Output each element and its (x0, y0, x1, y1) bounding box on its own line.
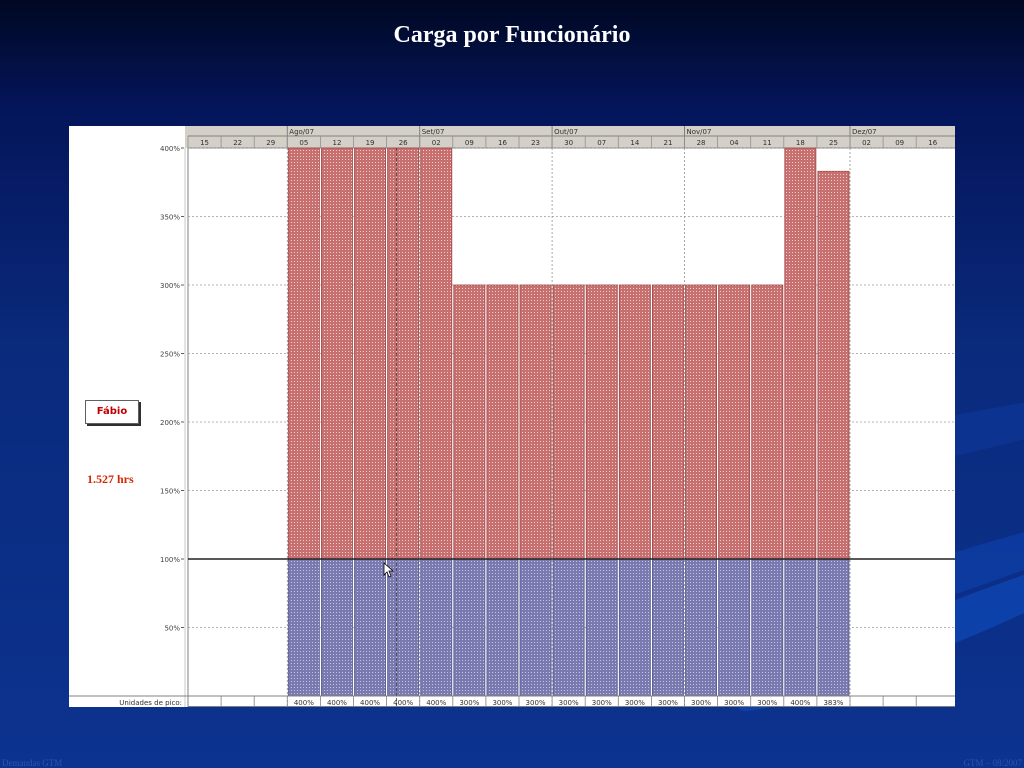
week-label: 16 (928, 139, 937, 147)
bar-over-allocation (453, 284, 486, 560)
resource-usage-chart: 50% 100% 150% 200% 250% 300% 350% 400% Ago/07 Set… (69, 126, 955, 707)
bar-over-allocation (320, 147, 353, 560)
bar-within-capacity (751, 558, 784, 697)
week-label: 21 (663, 139, 672, 147)
peak-value: 383% (823, 699, 843, 707)
peak-value: 400% (294, 699, 314, 707)
bar-over-allocation (685, 284, 718, 560)
y-tick-label: 350% (160, 214, 180, 222)
week-label: 19 (366, 139, 375, 147)
peak-value: 400% (327, 699, 347, 707)
bar-over-allocation (751, 284, 784, 560)
week-label: 09 (465, 139, 474, 147)
bar-over-allocation (486, 284, 519, 560)
bar-within-capacity (354, 558, 387, 697)
y-tick-label: 50% (164, 625, 180, 633)
resource-name-box: Fábio (85, 400, 139, 424)
week-label: 28 (697, 139, 706, 147)
peak-value: 300% (459, 699, 479, 707)
week-label: 23 (531, 139, 540, 147)
bar-within-capacity (453, 558, 486, 697)
week-label: 18 (796, 139, 805, 147)
peak-value: 300% (691, 699, 711, 707)
week-label: 15 (200, 139, 209, 147)
y-tick-label: 250% (160, 351, 180, 359)
peak-value: 300% (592, 699, 612, 707)
peak-value: 300% (492, 699, 512, 707)
footer-left: Demandas GTM (2, 758, 63, 768)
week-label: 26 (399, 139, 408, 147)
bar-within-capacity (652, 558, 684, 697)
bar-over-allocation (519, 284, 552, 560)
bar-within-capacity (618, 558, 651, 697)
peak-value: 300% (559, 699, 579, 707)
bar-over-allocation (652, 284, 684, 560)
y-tick-label: 100% (160, 556, 180, 564)
bar-within-capacity (287, 558, 320, 697)
bar-within-capacity (784, 558, 817, 697)
month-label: Ago/07 (289, 128, 314, 136)
y-tick-label: 300% (160, 282, 180, 290)
week-label: 25 (829, 139, 838, 147)
bar-over-allocation (287, 147, 320, 560)
bar-over-allocation (354, 147, 387, 560)
bar-within-capacity (552, 558, 585, 697)
bar-over-allocation (585, 284, 618, 560)
peak-value: 300% (658, 699, 678, 707)
month-label: Nov/07 (687, 128, 712, 136)
bar-over-allocation (784, 147, 817, 560)
week-label: 30 (564, 139, 573, 147)
week-label: 29 (266, 139, 275, 147)
bar-within-capacity (486, 558, 519, 697)
resource-hours: 1.527 hrs (87, 472, 134, 486)
week-label: 09 (895, 139, 904, 147)
footer-right: GTM – 08/2007 (963, 758, 1023, 768)
month-label: Out/07 (554, 128, 578, 136)
y-tick-label: 200% (160, 419, 180, 427)
week-label: 02 (432, 139, 441, 147)
bar-within-capacity (519, 558, 552, 697)
y-tick-label: 400% (160, 145, 180, 153)
bar-over-allocation (718, 284, 751, 560)
bar-within-capacity (320, 558, 353, 697)
week-label: 16 (498, 139, 507, 147)
bar-within-capacity (387, 558, 420, 697)
bar-over-allocation (387, 147, 420, 560)
peak-value: 400% (360, 699, 380, 707)
mouse-cursor-icon (383, 562, 395, 578)
week-label: 07 (597, 139, 606, 147)
bar-over-allocation (420, 147, 453, 560)
bar-within-capacity (718, 558, 751, 697)
month-label: Dez/07 (852, 128, 877, 136)
chart-panel: 50% 100% 150% 200% 250% 300% 350% 400% Ago/07 Set… (69, 126, 955, 707)
peak-value: 400% (393, 699, 413, 707)
week-label: 22 (233, 139, 242, 147)
y-tick-label: 150% (160, 488, 180, 496)
timescale-header (185, 126, 955, 148)
week-label: 11 (763, 139, 772, 147)
peak-value: 400% (426, 699, 446, 707)
bar-within-capacity (420, 558, 453, 697)
peak-value: 300% (625, 699, 645, 707)
bar-within-capacity (817, 558, 850, 697)
bar-within-capacity (585, 558, 618, 697)
bar-over-allocation (817, 170, 850, 560)
bar-within-capacity (685, 558, 718, 697)
week-label: 05 (299, 139, 308, 147)
week-label: 04 (730, 139, 739, 147)
peak-value: 300% (724, 699, 744, 707)
week-label: 12 (332, 139, 341, 147)
peak-value: 400% (790, 699, 810, 707)
slide-title: Carga por Funcionário (393, 22, 631, 48)
peak-value: 300% (757, 699, 777, 707)
bar-over-allocation (618, 284, 651, 560)
week-label: 14 (630, 139, 639, 147)
bar-over-allocation (552, 284, 585, 560)
week-label: 02 (862, 139, 871, 147)
month-label: Set/07 (422, 128, 445, 136)
peak-row-label: Unidades de pico: (119, 699, 182, 707)
peak-value: 300% (526, 699, 546, 707)
